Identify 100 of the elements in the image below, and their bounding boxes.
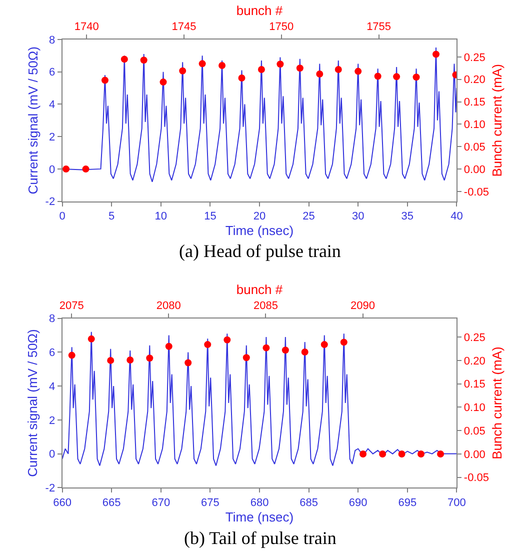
y-tick-label: -2 [45, 196, 56, 208]
point [146, 354, 154, 362]
y2-tick-label: 0.25 [464, 332, 486, 344]
point [334, 66, 342, 74]
x2-tick-label: 1740 [74, 21, 99, 34]
point [379, 450, 386, 458]
x-tick-label: 680 [250, 496, 269, 509]
point [282, 346, 289, 354]
y-tick-label: -2 [45, 482, 56, 495]
x-axis-title: Time (nsec) [225, 509, 294, 524]
point [242, 354, 250, 362]
y-axis-title: Current signal (mV / 50Ω) [25, 329, 40, 477]
x-tick-label: 0 [59, 210, 66, 223]
point [432, 50, 440, 58]
point [340, 338, 348, 346]
point [437, 450, 444, 458]
y-tick-label: 6 [48, 66, 56, 79]
x2-tick-label: 2085 [253, 300, 278, 312]
point [320, 341, 328, 348]
y2-tick-label: 0.00 [464, 448, 486, 461]
point [224, 336, 231, 344]
x-tick-label: 5 [108, 210, 115, 223]
point [218, 62, 226, 69]
point [126, 356, 134, 364]
y-tick-label: 8 [48, 34, 56, 46]
y-tick-label: 8 [48, 313, 56, 326]
x2-tick-label: 1755 [366, 21, 392, 34]
y2-axis-title: Bunch current (mA) [490, 64, 505, 177]
x-tick-label: 660 [53, 496, 72, 509]
y2-tick-label: -0.05 [464, 472, 489, 484]
point [88, 335, 95, 342]
point [62, 166, 70, 173]
text: (b) Tail of pulse train [184, 528, 336, 548]
x-tick-label: 665 [102, 496, 121, 509]
x2-tick-label: 1750 [269, 21, 294, 34]
x-tick-label: 15 [204, 210, 216, 223]
point [204, 341, 212, 348]
y2-tick-label: 0.20 [464, 355, 486, 368]
x2-axis-title: bunch # [236, 282, 284, 297]
x-tick-label: 690 [348, 496, 368, 509]
y-tick-label: 2 [48, 131, 56, 144]
y2-tick-label: 0.25 [464, 52, 486, 64]
x-tick-label: 30 [352, 210, 364, 223]
x-tick-label: 670 [152, 496, 170, 509]
y-tick-label: 0 [48, 164, 56, 176]
x-tick-label: 20 [253, 210, 266, 223]
line-series [62, 331, 457, 466]
point [301, 348, 308, 356]
point [198, 60, 206, 68]
x2-axis-title: bunch # [236, 3, 284, 18]
point [393, 73, 400, 80]
y-tick-label: 4 [48, 99, 56, 112]
point [316, 70, 324, 78]
x-tick-label: 685 [300, 496, 318, 509]
y2-tick-label: 0.15 [464, 96, 486, 109]
y-tick-label: 4 [48, 380, 56, 393]
point [296, 64, 304, 72]
y-tick-label: 2 [48, 414, 56, 427]
y2-tick-label: 0.10 [464, 402, 486, 414]
y2-tick-label: 0.05 [464, 425, 486, 438]
point [160, 78, 167, 86]
point [412, 74, 420, 81]
point [398, 450, 406, 458]
point [238, 74, 246, 82]
y-tick-label: 0 [48, 448, 56, 461]
point [107, 356, 114, 364]
point [418, 450, 425, 458]
point [68, 352, 76, 359]
x-tick-label: 10 [154, 210, 168, 223]
x-tick-label: 40 [450, 210, 463, 223]
point [179, 67, 186, 74]
point [184, 359, 192, 366]
x2-tick-label: 2080 [156, 300, 181, 312]
x-tick-label: 25 [302, 210, 315, 223]
x-tick-label: 675 [201, 496, 220, 509]
point [258, 66, 265, 74]
point [374, 72, 382, 80]
x-tick-label: 35 [401, 210, 414, 223]
y2-tick-label: -0.05 [464, 186, 489, 198]
x-tick-label: 695 [398, 496, 417, 509]
point [82, 166, 90, 173]
point [354, 68, 362, 75]
point [276, 60, 284, 68]
x-tick-label: 700 [448, 496, 466, 509]
point [360, 450, 367, 458]
x2-tick-label: 1745 [172, 21, 196, 34]
y2-tick-label: 0.05 [464, 141, 486, 154]
point [120, 56, 128, 63]
text: (a) Head of pulse train [179, 241, 341, 261]
y-axis-title: Current signal (mV / 50Ω) [25, 46, 40, 194]
y-tick-label: 6 [48, 347, 56, 360]
y2-tick-label: 0.15 [464, 378, 486, 391]
point [101, 76, 108, 84]
x2-tick-label: 2090 [350, 300, 375, 312]
y2-tick-label: 0.10 [464, 119, 486, 132]
y2-axis-title: Bunch current (mA) [490, 346, 505, 460]
point [165, 342, 172, 350]
y2-tick-label: 0.20 [464, 74, 486, 86]
point [140, 56, 148, 64]
x-axis-title: Time (nsec) [225, 223, 294, 238]
